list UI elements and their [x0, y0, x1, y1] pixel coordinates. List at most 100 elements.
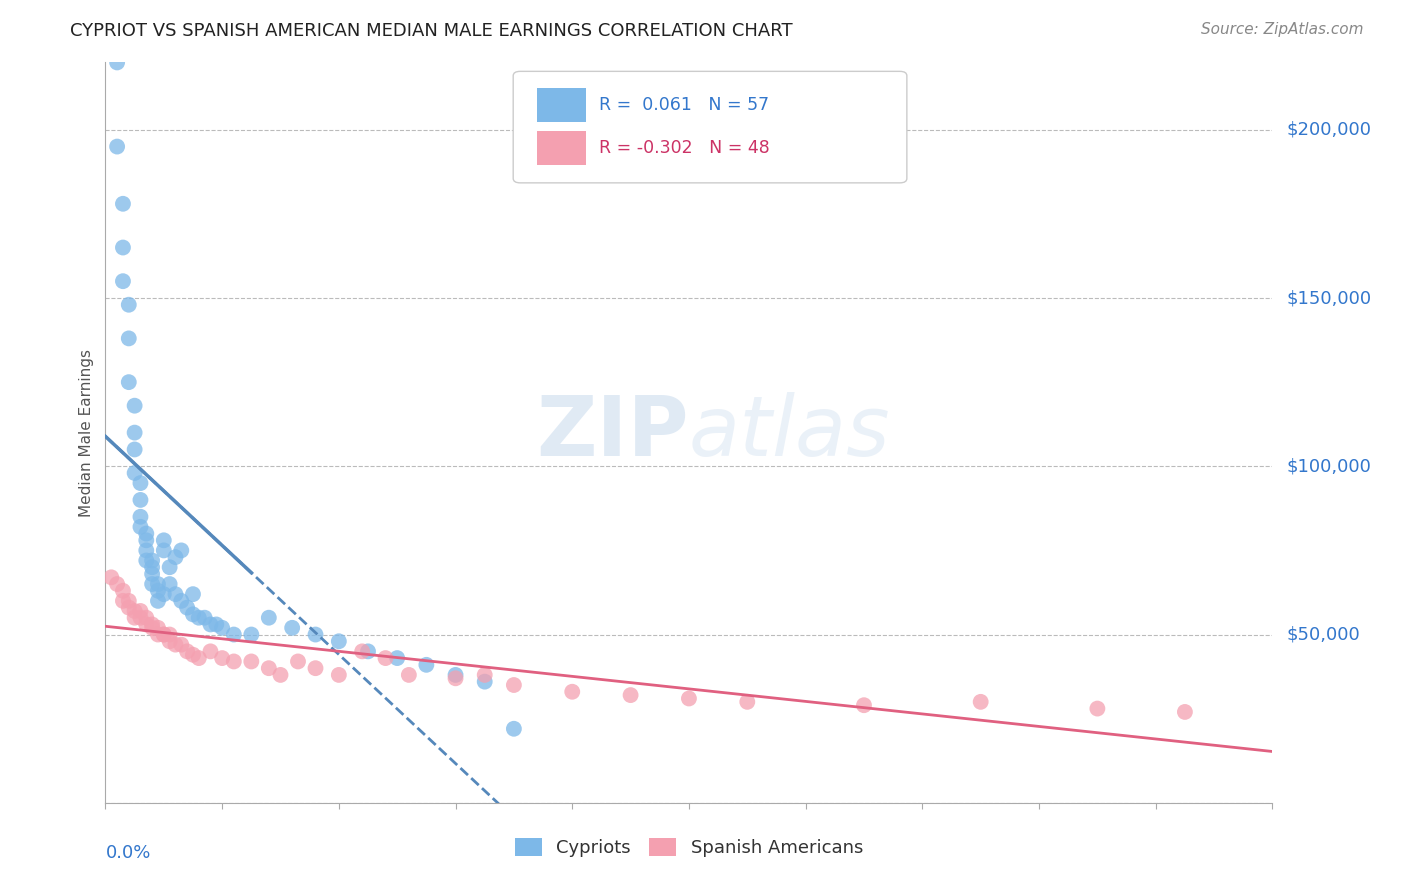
Point: [152, 587, 174, 601]
Text: $100,000: $100,000: [1286, 458, 1371, 475]
Point: [118, 600, 141, 615]
Point: [105, 139, 128, 153]
Point: [129, 476, 152, 491]
Text: 0.0%: 0.0%: [105, 844, 150, 862]
Text: R =  0.061   N = 57: R = 0.061 N = 57: [599, 96, 769, 114]
Point: [141, 553, 163, 567]
Point: [111, 274, 134, 288]
Point: [181, 648, 204, 662]
Point: [211, 621, 233, 635]
Point: [287, 655, 309, 669]
Point: [269, 668, 292, 682]
Point: [152, 533, 174, 548]
Point: [146, 627, 169, 641]
Point: [118, 298, 141, 312]
Text: atlas: atlas: [689, 392, 890, 473]
Point: [165, 638, 187, 652]
Point: [141, 560, 163, 574]
Point: [240, 627, 263, 641]
Point: [170, 594, 193, 608]
Text: $150,000: $150,000: [1286, 289, 1372, 307]
Point: [176, 644, 198, 658]
Point: [474, 674, 496, 689]
Point: [111, 241, 134, 255]
Text: ZIP: ZIP: [537, 392, 689, 473]
Point: [222, 655, 245, 669]
Y-axis label: Median Male Earnings: Median Male Earnings: [79, 349, 94, 516]
Text: CYPRIOT VS SPANISH AMERICAN MEDIAN MALE EARNINGS CORRELATION CHART: CYPRIOT VS SPANISH AMERICAN MEDIAN MALE …: [70, 22, 793, 40]
Point: [124, 466, 146, 480]
Point: [100, 570, 122, 584]
Point: [561, 685, 583, 699]
Point: [124, 442, 146, 457]
Point: [281, 621, 304, 635]
Point: [502, 722, 524, 736]
Point: [118, 594, 141, 608]
Point: [141, 617, 163, 632]
Point: [146, 594, 169, 608]
Point: [852, 698, 875, 713]
Point: [129, 520, 152, 534]
Text: R = -0.302   N = 48: R = -0.302 N = 48: [599, 139, 769, 157]
Point: [105, 577, 128, 591]
Point: [444, 668, 467, 682]
Point: [304, 661, 326, 675]
Point: [187, 611, 209, 625]
Point: [678, 691, 700, 706]
Point: [357, 644, 380, 658]
Point: [444, 671, 467, 685]
Point: [187, 651, 209, 665]
Point: [135, 543, 157, 558]
Point: [304, 627, 326, 641]
Point: [1174, 705, 1197, 719]
Point: [118, 375, 141, 389]
Text: Source: ZipAtlas.com: Source: ZipAtlas.com: [1201, 22, 1364, 37]
Point: [111, 196, 134, 211]
Point: [135, 611, 157, 625]
Point: [129, 604, 152, 618]
Point: [124, 425, 146, 440]
Point: [135, 553, 157, 567]
Point: [352, 644, 374, 658]
Point: [129, 492, 152, 507]
Point: [146, 583, 169, 598]
Point: [205, 617, 228, 632]
Point: [146, 621, 169, 635]
Point: [257, 661, 280, 675]
Point: [105, 55, 128, 70]
Point: [385, 651, 408, 665]
Point: [181, 587, 204, 601]
Point: [124, 604, 146, 618]
Text: $200,000: $200,000: [1286, 120, 1371, 139]
Legend: Cypriots, Spanish Americans: Cypriots, Spanish Americans: [508, 830, 870, 864]
Point: [152, 627, 174, 641]
Point: [159, 627, 181, 641]
Point: [124, 399, 146, 413]
Point: [129, 509, 152, 524]
Point: [141, 621, 163, 635]
Point: [211, 651, 233, 665]
Point: [111, 594, 134, 608]
Point: [146, 577, 169, 591]
Point: [135, 617, 157, 632]
Point: [165, 550, 187, 565]
Text: $50,000: $50,000: [1286, 625, 1360, 643]
Point: [200, 644, 222, 658]
Point: [141, 566, 163, 581]
Point: [328, 634, 350, 648]
Point: [170, 543, 193, 558]
Point: [129, 611, 152, 625]
Point: [181, 607, 204, 622]
Point: [474, 668, 496, 682]
Point: [194, 611, 217, 625]
Point: [159, 560, 181, 574]
Point: [111, 583, 134, 598]
Point: [737, 695, 759, 709]
Point: [502, 678, 524, 692]
Point: [619, 688, 641, 702]
Point: [165, 587, 187, 601]
Point: [374, 651, 396, 665]
Point: [969, 695, 991, 709]
Point: [141, 577, 163, 591]
Point: [135, 526, 157, 541]
